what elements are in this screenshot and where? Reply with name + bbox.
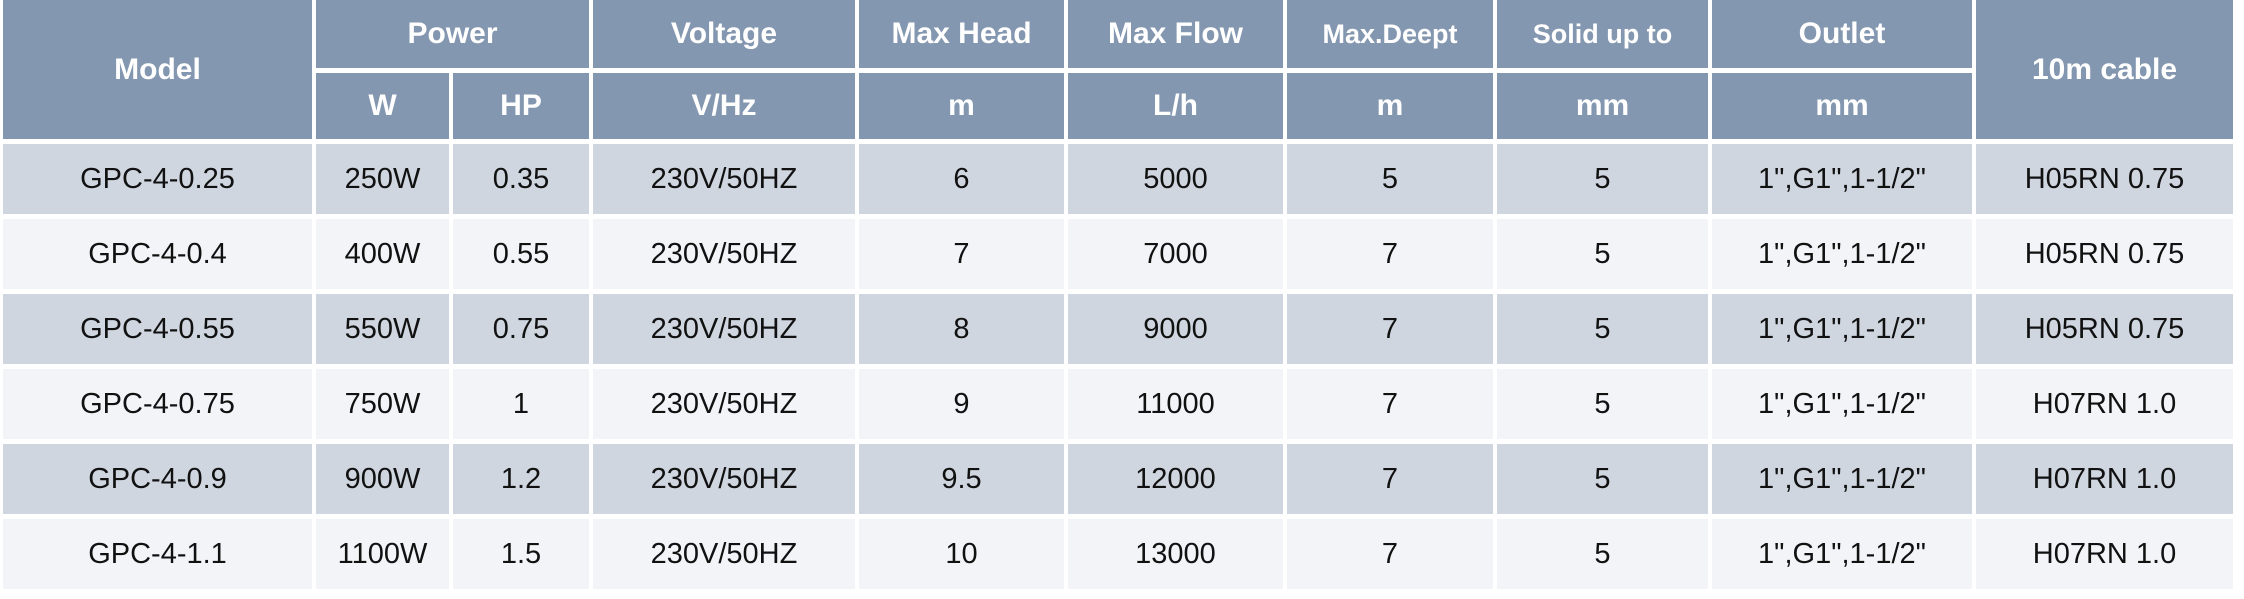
- header-row: Model Power Voltage Max Head Max Flow Ma…: [3, 0, 2233, 139]
- header-voltage: Voltage: [593, 0, 855, 68]
- table-cell: 5: [1497, 294, 1708, 364]
- table-cell: 7: [1287, 219, 1493, 289]
- table-cell: 230V/50HZ: [593, 144, 855, 214]
- table-cell: 5000: [1068, 144, 1283, 214]
- header-cable: 10m cable: [1976, 0, 2233, 139]
- table-cell: 7: [1287, 519, 1493, 589]
- table-cell: 900W: [316, 444, 449, 514]
- table-cell: 400W: [316, 219, 449, 289]
- table-cell: 12000: [1068, 444, 1283, 514]
- table-cell: 230V/50HZ: [593, 294, 855, 364]
- header-power: Power: [316, 0, 589, 68]
- unit-voltage: V/Hz: [593, 73, 855, 139]
- unit-max-flow: L/h: [1068, 73, 1283, 139]
- unit-row: W HP V/Hz m L/h m mm mm: [3, 73, 2233, 139]
- table-cell: H05RN 0.75: [1976, 219, 2233, 289]
- table-cell: 9.5: [859, 444, 1064, 514]
- table-cell: 7: [859, 219, 1064, 289]
- table-cell: 230V/50HZ: [593, 369, 855, 439]
- table-cell: 1: [453, 369, 589, 439]
- table-cell: 1100W: [316, 519, 449, 589]
- table-cell: 230V/50HZ: [593, 519, 855, 589]
- table-row: GPC-4-0.25 250W 0.35 230V/50HZ 6 5000 5 5 1",G1"…: [3, 144, 2233, 214]
- table-cell: 11000: [1068, 369, 1283, 439]
- table-cell: 1",G1",1-1/2": [1712, 369, 1972, 439]
- table-cell: 5: [1497, 444, 1708, 514]
- table-cell: 7: [1287, 369, 1493, 439]
- unit-max-head: m: [859, 73, 1064, 139]
- header-max-flow: Max Flow: [1068, 0, 1283, 68]
- table-cell: GPC-4-0.4: [3, 219, 312, 289]
- table-cell: 1",G1",1-1/2": [1712, 444, 1972, 514]
- table-cell: 0.35: [453, 144, 589, 214]
- table-row: GPC-4-0.9 900W 1.2 230V/50HZ 9.5 12000 7 5 1",G1…: [3, 444, 2233, 514]
- table-cell: 6: [859, 144, 1064, 214]
- table-cell: 550W: [316, 294, 449, 364]
- table-cell: H05RN 0.75: [1976, 294, 2233, 364]
- table-cell: 5: [1497, 219, 1708, 289]
- table-row: GPC-4-0.4 400W 0.55 230V/50HZ 7 7000 7 5 1",G1",…: [3, 219, 2233, 289]
- table-cell: 9000: [1068, 294, 1283, 364]
- header-model: Model: [3, 0, 312, 139]
- table-cell: H05RN 0.75: [1976, 144, 2233, 214]
- table-cell: 0.55: [453, 219, 589, 289]
- table-cell: 1",G1",1-1/2": [1712, 519, 1972, 589]
- table-cell: GPC-4-0.55: [3, 294, 312, 364]
- table-row: GPC-4-1.1 1100W 1.5 230V/50HZ 10 13000 7 5 1",G1…: [3, 519, 2233, 589]
- table-cell: 230V/50HZ: [593, 219, 855, 289]
- table-cell: 5: [1497, 369, 1708, 439]
- table-cell: 1.2: [453, 444, 589, 514]
- unit-max-deept: m: [1287, 73, 1493, 139]
- table-cell: 1",G1",1-1/2": [1712, 294, 1972, 364]
- table-cell: 1.5: [453, 519, 589, 589]
- table-cell: 1",G1",1-1/2": [1712, 219, 1972, 289]
- table-cell: 5: [1497, 519, 1708, 589]
- table-cell: 750W: [316, 369, 449, 439]
- table-cell: GPC-4-1.1: [3, 519, 312, 589]
- table-cell: 1",G1",1-1/2": [1712, 144, 1972, 214]
- table-cell: 13000: [1068, 519, 1283, 589]
- unit-hp: HP: [453, 73, 589, 139]
- table-cell: H07RN 1.0: [1976, 444, 2233, 514]
- header-outlet: Outlet: [1712, 0, 1972, 68]
- unit-outlet: mm: [1712, 73, 1972, 139]
- table-cell: H07RN 1.0: [1976, 519, 2233, 589]
- table-cell: 7000: [1068, 219, 1283, 289]
- header-max-deept: Max.Deept: [1287, 0, 1493, 68]
- table-cell: 250W: [316, 144, 449, 214]
- table-cell: 5: [1287, 144, 1493, 214]
- table-cell: 5: [1497, 144, 1708, 214]
- header-max-head: Max Head: [859, 0, 1064, 68]
- table-row: GPC-4-0.55 550W 0.75 230V/50HZ 8 9000 7 5 1",G1"…: [3, 294, 2233, 364]
- unit-solid: mm: [1497, 73, 1708, 139]
- table-cell: 9: [859, 369, 1064, 439]
- table-cell: 8: [859, 294, 1064, 364]
- header-solid: Solid up to: [1497, 0, 1708, 68]
- table-cell: GPC-4-0.9: [3, 444, 312, 514]
- unit-w: W: [316, 73, 449, 139]
- table-cell: 7: [1287, 294, 1493, 364]
- table-row: GPC-4-0.75 750W 1 230V/50HZ 9 11000 7 5 1",G1",1…: [3, 369, 2233, 439]
- table-cell: GPC-4-0.75: [3, 369, 312, 439]
- table-cell: 7: [1287, 444, 1493, 514]
- table-cell: H07RN 1.0: [1976, 369, 2233, 439]
- table-cell: 0.75: [453, 294, 589, 364]
- table-cell: 230V/50HZ: [593, 444, 855, 514]
- table-cell: 10: [859, 519, 1064, 589]
- table-cell: GPC-4-0.25: [3, 144, 312, 214]
